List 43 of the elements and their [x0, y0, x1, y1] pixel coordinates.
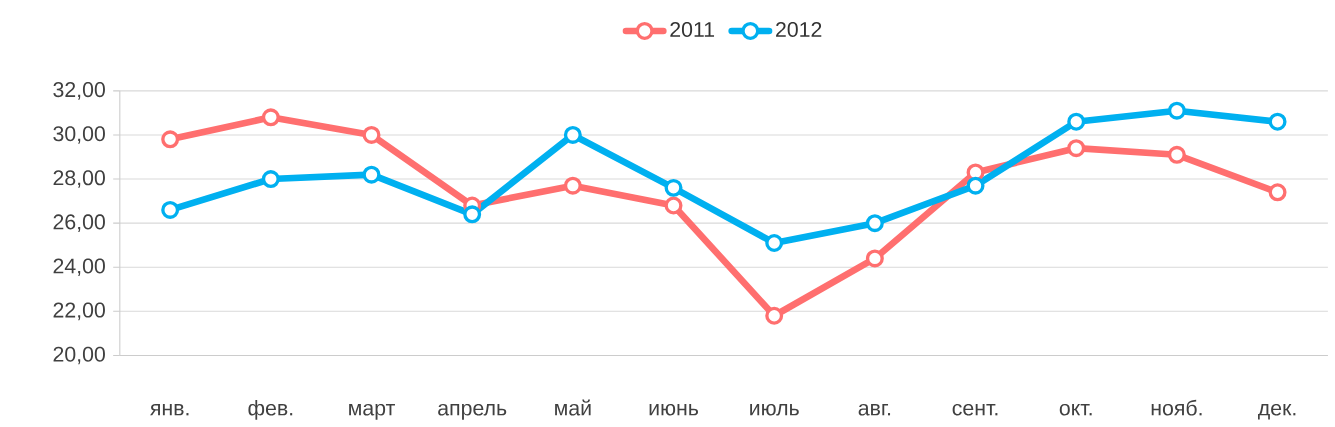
point	[463, 205, 482, 224]
point	[865, 214, 884, 233]
point	[563, 176, 582, 195]
point	[362, 126, 381, 145]
legend-label: 2011	[670, 22, 715, 38]
x-tick-label: июль	[750, 403, 799, 416]
point	[1268, 112, 1287, 131]
x-tick-label: апрель	[438, 403, 507, 420]
point	[1067, 112, 1086, 131]
point	[664, 178, 683, 197]
x-tick-label: дек.	[1258, 403, 1296, 420]
x-tick-label: окт.	[1059, 403, 1092, 416]
point	[161, 200, 180, 219]
point	[966, 176, 985, 195]
point	[261, 108, 280, 127]
point	[1167, 145, 1186, 164]
point	[1268, 183, 1287, 202]
y-tick-label: 32,00	[53, 82, 105, 100]
point	[1067, 139, 1086, 158]
point	[1167, 101, 1186, 120]
point	[362, 165, 381, 184]
x-tick-label: май	[555, 399, 591, 416]
x-tick-label: фев.	[248, 399, 293, 420]
point	[664, 196, 683, 215]
x-tick-label: сент.	[952, 403, 998, 416]
x-tick-label: авг.	[858, 403, 891, 416]
point	[261, 170, 280, 189]
point	[865, 249, 884, 268]
y-tick-label: 20,00	[53, 346, 105, 365]
y-tick-label: 26,00	[53, 214, 105, 232]
y-tick-label: 30,00	[53, 126, 105, 144]
x-tick-label: июнь	[649, 403, 699, 416]
y-tick-label: 28,00	[53, 170, 105, 188]
x-tick-label: янв.	[150, 404, 189, 416]
legend-label: 2012	[776, 22, 822, 38]
y-tick-label: 24,00	[53, 258, 105, 277]
point	[765, 306, 784, 325]
point	[161, 130, 180, 149]
x-tick-label: нояб.	[1151, 399, 1202, 416]
point	[765, 234, 784, 253]
y-tick-label: 22,00	[53, 302, 105, 321]
x-tick-label: март	[349, 403, 395, 420]
point	[563, 126, 582, 145]
